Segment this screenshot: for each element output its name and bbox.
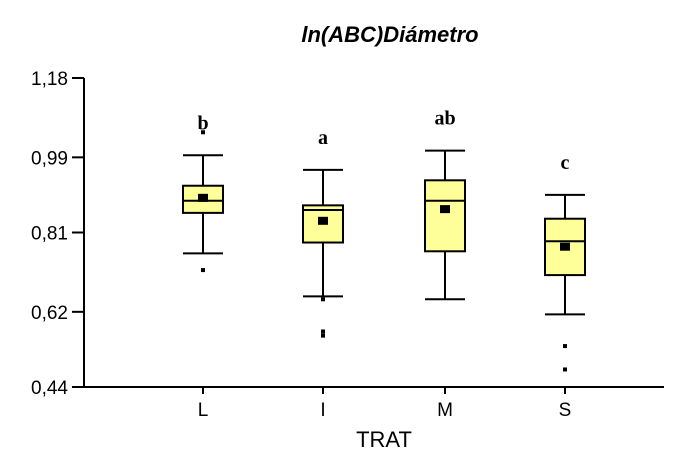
mean-marker <box>560 242 570 251</box>
x-tick-label: I <box>320 400 325 421</box>
outlier-point <box>321 333 325 338</box>
x-tick-label: L <box>198 400 209 421</box>
group-letter: a <box>318 127 328 149</box>
chart-title: ln(ABC)Diámetro <box>301 22 478 47</box>
outlier-point <box>563 344 567 349</box>
x-tick-label: M <box>437 400 453 421</box>
box-group-I: a <box>302 127 344 338</box>
box-group-M: ab <box>424 108 466 301</box>
x-axis-label: TRAT <box>356 427 412 450</box>
y-tick-label: 0,99 <box>31 148 68 169</box>
y-axis: 1,18 0,99 0,81 0,62 0,44 <box>31 69 85 399</box>
group-letter: b <box>197 112 208 134</box>
outlier-point <box>321 329 325 334</box>
mean-marker <box>440 205 450 214</box>
outlier-point <box>201 130 205 135</box>
outlier-point <box>201 268 205 273</box>
y-tick-label: 0,81 <box>31 224 68 245</box>
y-tick-label: 0,62 <box>31 303 68 324</box>
x-tick-label: S <box>559 400 572 421</box>
y-tick-label: 1,18 <box>31 69 68 90</box>
box-iqr <box>424 179 466 253</box>
y-tick-label: 0,44 <box>31 378 68 399</box>
outlier-point <box>563 367 567 372</box>
mean-marker <box>198 193 208 202</box>
box-group-L: b <box>182 112 224 273</box>
box-group-S: c <box>544 152 586 372</box>
outlier-point <box>321 297 325 302</box>
group-letter: ab <box>434 108 455 130</box>
group-letter: c <box>561 152 570 174</box>
mean-marker <box>318 216 328 225</box>
box-groups: b a ab c <box>182 108 586 372</box>
